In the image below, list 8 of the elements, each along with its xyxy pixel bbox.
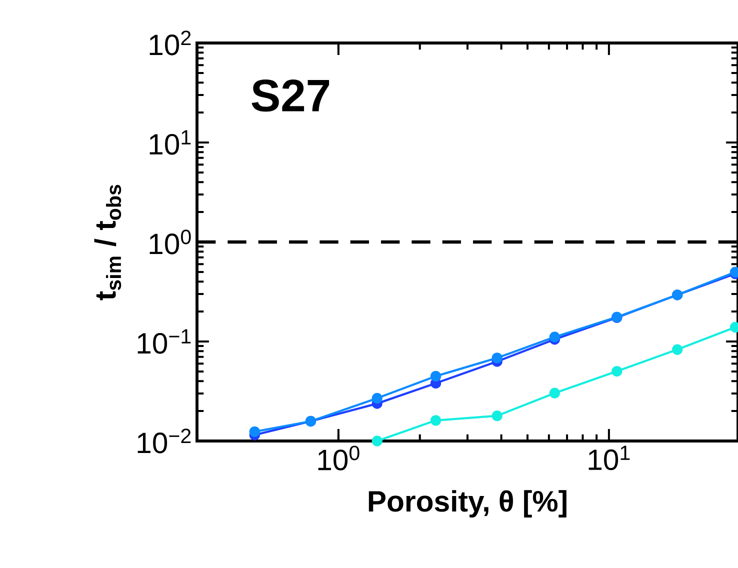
annotation: S27	[252, 80, 330, 112]
y-tick-label: 10$^{1}$	[150, 130, 191, 155]
y-axis-title: t$_{sim}$ / t$_{obs}$	[94, 184, 122, 300]
y-tick-label: 10$^{−2}$	[138, 428, 191, 454]
y-tick-label: 10$^{0}$	[150, 230, 191, 254]
y-tick-label: 10$^{−1}$	[138, 329, 191, 354]
x-axis-title: Porosity, θ [%]	[368, 490, 566, 518]
y-tick-label: 10$^{2}$	[150, 30, 191, 56]
